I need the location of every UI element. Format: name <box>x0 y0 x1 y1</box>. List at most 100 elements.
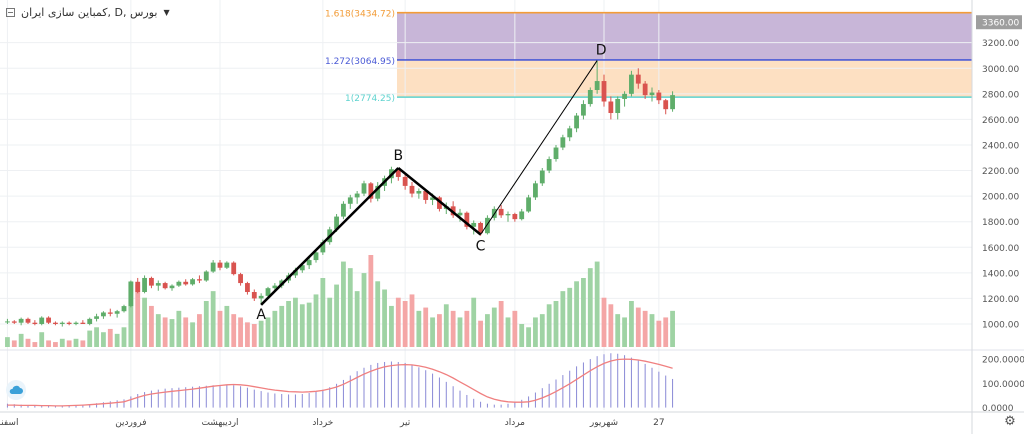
candle-body <box>190 279 195 285</box>
abcd-point-label: B <box>393 148 403 164</box>
volume-bar <box>663 317 669 347</box>
candle-body <box>457 212 463 216</box>
volume-bar <box>176 310 182 347</box>
candle-body <box>155 283 161 286</box>
candle-body <box>622 93 627 99</box>
candle-body <box>231 262 237 275</box>
volume-bar <box>560 291 566 347</box>
candle-body <box>581 104 586 116</box>
volume-bar <box>615 314 621 347</box>
chart-header: کمباین سازی ایران, D, بورس ▼ <box>6 4 170 20</box>
candle-body <box>354 193 360 198</box>
volume-bar <box>478 320 483 347</box>
price-tick-label: 1800.00 <box>982 218 1019 228</box>
candle-body <box>11 321 17 323</box>
candle-body <box>498 208 504 216</box>
candle-body <box>485 217 490 234</box>
candle-body <box>478 222 483 234</box>
price-axis: 1000.00 1200.00 1400.00 1600.00 1800.00 2000.… <box>971 0 1022 434</box>
candle-body <box>5 321 10 323</box>
candle-body <box>533 183 538 198</box>
volume-bar <box>574 281 579 347</box>
oscillator-line <box>7 358 673 407</box>
volume-bar <box>313 294 319 347</box>
volume-bar <box>155 314 161 347</box>
volume-bar <box>80 340 86 347</box>
fibonacci-levels: 1.618(3434.72) 1.272(3064.95) 1(2774.25) <box>325 10 972 104</box>
candle-body <box>368 183 374 199</box>
volume-bar <box>272 310 278 347</box>
volume-bar <box>306 302 312 347</box>
candle-body <box>46 317 51 323</box>
volume-bar <box>327 297 333 347</box>
volume-bar <box>622 317 627 347</box>
volume-bar <box>354 291 360 347</box>
volume-bar <box>395 297 401 347</box>
volume-bar <box>649 314 655 347</box>
volume-bar <box>437 314 442 347</box>
candle-body <box>59 322 65 324</box>
price-tick-label: 1600.00 <box>982 244 1019 254</box>
collapse-icon[interactable] <box>6 7 15 17</box>
candle-body <box>539 170 545 184</box>
volume-bar <box>128 281 134 347</box>
volume-bar <box>258 320 264 347</box>
volume-bar <box>553 301 559 347</box>
candle-body <box>197 279 202 281</box>
volume-bar <box>457 317 463 347</box>
volume-bar <box>25 338 31 347</box>
volume-bar <box>245 322 250 347</box>
volume-bar <box>464 310 470 347</box>
candle-body <box>464 212 470 227</box>
volume-bar <box>402 301 408 347</box>
volume-bar <box>423 307 429 347</box>
volume-bar <box>375 281 381 347</box>
candle-body <box>416 191 422 194</box>
volume-bar <box>581 278 586 347</box>
price-tick-label: 3200.00 <box>982 39 1019 49</box>
candle-body <box>375 185 381 199</box>
candle-body <box>587 89 593 105</box>
price-tick-label: 1400.00 <box>982 269 1019 279</box>
volume-bar <box>251 324 257 347</box>
price-tick-label: 2800.00 <box>982 90 1019 100</box>
price-tick-label: 2200.00 <box>982 167 1019 177</box>
candle-body <box>320 242 326 253</box>
candle-body <box>53 322 58 324</box>
candle-body <box>594 81 600 90</box>
candle-body <box>629 74 634 94</box>
volume-bar <box>238 317 243 347</box>
volume-bar <box>101 332 106 347</box>
volume-bar <box>546 304 552 347</box>
fib-label: 1(2774.25) <box>345 94 395 104</box>
candle-body <box>149 277 154 286</box>
candle-body <box>635 74 641 84</box>
volume-bar <box>293 297 298 347</box>
volume-bar <box>231 314 237 347</box>
candle-body <box>258 295 264 299</box>
cloud-icon[interactable] <box>6 380 26 400</box>
volume-bar <box>142 297 147 347</box>
volume-bar <box>656 320 662 347</box>
price-tick-label: 2000.00 <box>982 193 1019 203</box>
chevron-down-icon[interactable]: ▼ <box>163 7 170 17</box>
volume-bar <box>587 268 593 347</box>
oscillator-pane <box>0 349 1024 408</box>
candle-body <box>94 316 99 319</box>
abcd-leg <box>397 167 482 236</box>
symbol-title[interactable]: کمباین سازی ایران, D, بورس <box>21 5 158 19</box>
candle-body <box>142 277 147 293</box>
candle-body <box>642 83 648 96</box>
volume-bar <box>533 317 538 347</box>
candle-body <box>649 92 655 96</box>
candle-body <box>526 197 531 212</box>
volume-bar <box>368 255 374 347</box>
volume-bar <box>114 333 120 347</box>
gear-icon[interactable]: ⚙ <box>1004 414 1016 429</box>
volume-bar <box>39 332 45 347</box>
volume-bar <box>382 289 387 347</box>
candle-body <box>265 288 271 296</box>
volume-bar <box>635 307 641 347</box>
